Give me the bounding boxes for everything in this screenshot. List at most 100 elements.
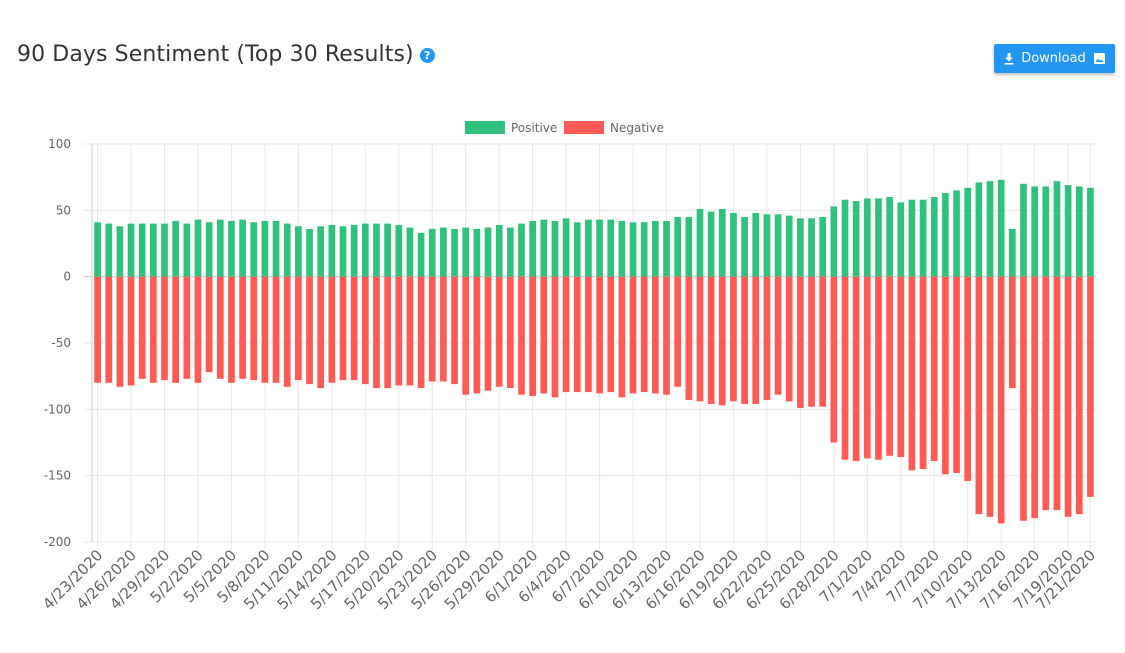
bar-negative[interactable] xyxy=(395,276,403,386)
download-button[interactable]: Download xyxy=(994,44,1115,73)
bar-positive[interactable] xyxy=(953,190,960,277)
bar-negative[interactable] xyxy=(150,276,157,383)
bar-positive[interactable] xyxy=(161,223,168,277)
bar-positive[interactable] xyxy=(406,227,414,277)
bar-negative[interactable] xyxy=(808,276,815,407)
bar-negative[interactable] xyxy=(216,276,224,379)
bar-negative[interactable] xyxy=(239,276,246,379)
bar-positive[interactable] xyxy=(105,223,113,277)
bar-positive[interactable] xyxy=(741,216,748,277)
bar-negative[interactable] xyxy=(116,276,124,387)
bar-positive[interactable] xyxy=(194,219,202,277)
bar-positive[interactable] xyxy=(205,222,213,277)
bar-negative[interactable] xyxy=(863,276,871,459)
bar-negative[interactable] xyxy=(875,276,882,460)
bar-positive[interactable] xyxy=(863,198,871,277)
bar-positive[interactable] xyxy=(127,223,135,277)
bar-negative[interactable] xyxy=(652,276,659,394)
bar-negative[interactable] xyxy=(730,276,737,402)
bar-positive[interactable] xyxy=(964,187,972,277)
bar-positive[interactable] xyxy=(674,216,682,277)
bar-positive[interactable] xyxy=(172,220,180,277)
bar-negative[interactable] xyxy=(295,276,302,381)
bar-positive[interactable] xyxy=(462,227,470,277)
bar-positive[interactable] xyxy=(696,209,704,277)
bar-negative[interactable] xyxy=(194,276,202,383)
bar-positive[interactable] xyxy=(886,197,893,277)
bar-positive[interactable] xyxy=(652,220,659,277)
bar-negative[interactable] xyxy=(172,276,180,383)
bar-negative[interactable] xyxy=(462,276,470,395)
bar-positive[interactable] xyxy=(607,219,615,277)
bar-negative[interactable] xyxy=(975,276,983,515)
bar-positive[interactable] xyxy=(618,220,626,277)
bar-negative[interactable] xyxy=(339,276,347,381)
bar-positive[interactable] xyxy=(707,211,715,277)
bar-positive[interactable] xyxy=(841,199,849,277)
bar-positive[interactable] xyxy=(150,223,157,277)
bar-positive[interactable] xyxy=(361,223,369,277)
bar-negative[interactable] xyxy=(183,276,191,379)
bar-positive[interactable] xyxy=(428,228,436,277)
bar-positive[interactable] xyxy=(908,199,916,277)
bar-negative[interactable] xyxy=(361,276,369,385)
bar-negative[interactable] xyxy=(752,276,760,405)
bar-positive[interactable] xyxy=(1042,186,1050,277)
bar-positive[interactable] xyxy=(272,220,280,277)
bar-positive[interactable] xyxy=(875,198,882,277)
legend-item-positive[interactable]: Positive xyxy=(465,121,557,135)
bar-negative[interactable] xyxy=(373,276,380,389)
bar-negative[interactable] xyxy=(886,276,893,456)
bar-negative[interactable] xyxy=(953,276,960,474)
bar-positive[interactable] xyxy=(295,226,302,277)
bar-positive[interactable] xyxy=(897,202,905,277)
bar-negative[interactable] xyxy=(964,276,972,481)
bar-positive[interactable] xyxy=(930,197,938,277)
bar-negative[interactable] xyxy=(540,276,548,394)
bar-positive[interactable] xyxy=(1087,187,1094,277)
bar-negative[interactable] xyxy=(495,276,503,387)
bar-negative[interactable] xyxy=(785,276,793,402)
bar-negative[interactable] xyxy=(384,276,391,389)
bar-negative[interactable] xyxy=(317,276,325,389)
bar-positive[interactable] xyxy=(250,222,258,277)
bar-positive[interactable] xyxy=(228,220,235,277)
bar-negative[interactable] xyxy=(529,276,536,397)
bar-negative[interactable] xyxy=(797,276,804,409)
bar-negative[interactable] xyxy=(506,276,514,389)
bar-positive[interactable] xyxy=(440,227,447,277)
bar-negative[interactable] xyxy=(306,276,313,385)
bar-negative[interactable] xyxy=(897,276,905,458)
bar-negative[interactable] xyxy=(484,276,492,391)
bar-positive[interactable] xyxy=(752,212,760,277)
bar-positive[interactable] xyxy=(562,218,570,277)
bar-negative[interactable] xyxy=(573,276,581,393)
bar-negative[interactable] xyxy=(774,276,782,395)
bar-positive[interactable] xyxy=(495,224,503,277)
bar-positive[interactable] xyxy=(730,212,737,277)
bar-positive[interactable] xyxy=(473,228,481,277)
bar-negative[interactable] xyxy=(205,276,213,373)
bar-positive[interactable] xyxy=(116,226,124,277)
bar-negative[interactable] xyxy=(1042,276,1050,511)
bar-negative[interactable] xyxy=(406,276,414,386)
bar-negative[interactable] xyxy=(629,276,637,394)
bar-negative[interactable] xyxy=(596,276,603,394)
bar-positive[interactable] xyxy=(484,227,492,277)
bar-positive[interactable] xyxy=(596,219,603,277)
bar-negative[interactable] xyxy=(852,276,860,462)
bar-positive[interactable] xyxy=(138,223,146,277)
bar-positive[interactable] xyxy=(629,222,637,277)
bar-negative[interactable] xyxy=(741,276,748,405)
bar-negative[interactable] xyxy=(585,276,592,393)
bar-positive[interactable] xyxy=(852,201,860,277)
bar-positive[interactable] xyxy=(763,214,771,277)
bar-negative[interactable] xyxy=(997,276,1005,524)
bar-positive[interactable] xyxy=(373,223,380,277)
bar-negative[interactable] xyxy=(607,276,615,393)
bar-negative[interactable] xyxy=(328,276,336,383)
bar-positive[interactable] xyxy=(1075,186,1083,277)
bar-negative[interactable] xyxy=(819,276,827,407)
bar-positive[interactable] xyxy=(395,224,403,277)
bar-positive[interactable] xyxy=(451,228,458,277)
